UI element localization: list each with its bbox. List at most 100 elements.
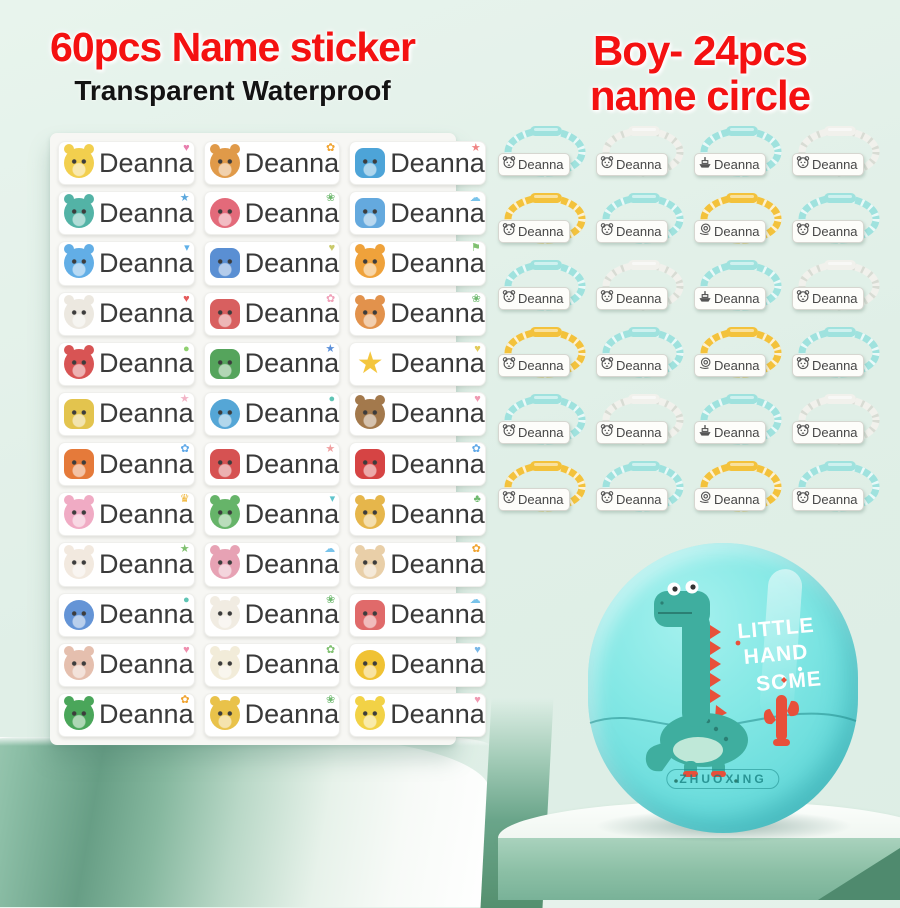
sticker-name: Deanna xyxy=(390,398,485,429)
name-sticker: Deanna ✿ xyxy=(203,291,341,336)
icon-face xyxy=(64,449,94,480)
paw-decor-icon: ✿ xyxy=(325,142,336,154)
case-artwork: LITTLE HAND SOME xyxy=(589,580,857,783)
balloons-icon xyxy=(209,198,240,229)
cloud-decor-icon: ☁ xyxy=(324,543,336,556)
icon-face xyxy=(64,499,94,530)
flag-decor-icon: ⚑ xyxy=(470,242,481,255)
name-tag: Deanna xyxy=(596,323,694,390)
name-sticker: Deanna ★ xyxy=(349,141,486,186)
tiger-icon xyxy=(796,289,810,308)
tag-label: Deanna xyxy=(498,287,570,310)
name-sticker: Deanna ★ xyxy=(203,341,341,386)
bear-icon xyxy=(600,289,614,308)
bear-white-icon xyxy=(209,595,240,630)
sticker-name: Deanna xyxy=(390,348,485,379)
sticker-name: Deanna xyxy=(390,498,485,529)
name-sticker: Deanna ♣ xyxy=(349,492,486,537)
icon-face xyxy=(209,148,240,179)
svg-text:SOME: SOME xyxy=(755,667,823,696)
sticker-name: Deanna xyxy=(244,298,340,329)
tag-label: Deanna xyxy=(792,354,864,377)
tag-name: Deanna xyxy=(518,492,564,507)
star-decor-icon: ★ xyxy=(179,543,190,556)
leaf-decor-icon: ❀ xyxy=(471,292,481,305)
heart-decor-icon: ♥ xyxy=(183,142,190,154)
tag-label: Deanna xyxy=(694,287,766,310)
name-sticker: Deanna ✿ xyxy=(349,442,486,487)
crown-decor-icon: ♛ xyxy=(179,493,190,506)
ship-icon xyxy=(698,155,712,174)
right-heading: Boy- 24pcs name circle xyxy=(510,28,890,118)
dot-decor-icon: ● xyxy=(182,593,190,606)
icon-face xyxy=(64,248,94,279)
name-tag: Deanna xyxy=(792,256,890,323)
tag-name: Deanna xyxy=(714,492,760,507)
tag-label: Deanna xyxy=(694,488,766,511)
panda-icon xyxy=(796,356,810,375)
right-heading-line1: Boy- 24pcs xyxy=(592,27,808,74)
tag-name: Deanna xyxy=(616,492,662,507)
tag-name: Deanna xyxy=(518,291,564,306)
sticker-name: Deanna xyxy=(244,348,340,379)
name-sticker: Deanna ♥ xyxy=(58,291,195,336)
sticker-name: Deanna xyxy=(99,197,194,228)
dino-green2-icon xyxy=(64,695,94,730)
tag-name: Deanna xyxy=(616,358,662,373)
name-sticker: Deanna ☁ xyxy=(349,191,486,236)
whale-icon xyxy=(209,398,240,429)
sticker-name: Deanna xyxy=(99,298,194,329)
case-slogan: LITTLE HAND SOME xyxy=(737,614,823,696)
icon-face xyxy=(209,298,240,329)
name-sticker: Deanna ❀ xyxy=(349,291,486,336)
right-platform-front xyxy=(498,838,900,900)
tag-label: Deanna xyxy=(498,421,570,444)
paw-decor-icon: ✿ xyxy=(471,443,481,455)
sticker-name: Deanna xyxy=(99,599,194,630)
leaf-decor-icon: ❀ xyxy=(325,593,336,606)
icon-face xyxy=(209,398,240,429)
icon-face xyxy=(355,198,386,229)
name-tag: Deanna xyxy=(792,189,890,256)
panda-icon xyxy=(796,222,810,241)
puppy-icon xyxy=(502,289,516,308)
name-tag: Deanna xyxy=(498,122,596,189)
name-tag: Deanna xyxy=(792,457,890,524)
name-tag: Deanna xyxy=(498,457,596,524)
name-tag: Deanna xyxy=(596,189,694,256)
name-tag: Deanna xyxy=(498,256,596,323)
sticker-name: Deanna xyxy=(244,599,340,630)
name-sticker: Deanna ☁ xyxy=(349,592,486,637)
sticker-name: Deanna xyxy=(99,348,194,379)
rainbow-icon xyxy=(355,599,386,630)
sticker-name: Deanna xyxy=(99,649,194,680)
sticker-name: Deanna xyxy=(390,548,485,579)
name-sticker: Deanna ● xyxy=(203,391,341,436)
tag-label: Deanna xyxy=(792,488,864,511)
tag-label: Deanna xyxy=(596,354,668,377)
tag-name: Deanna xyxy=(616,425,662,440)
name-tag: Deanna xyxy=(694,122,792,189)
name-sticker: Deanna ● xyxy=(58,592,195,637)
icon-face xyxy=(64,198,94,229)
drop-decor-icon: ▾ xyxy=(329,493,336,506)
tag-name: Deanna xyxy=(812,425,858,440)
tag-name: Deanna xyxy=(812,291,858,306)
tag-name: Deanna xyxy=(812,224,858,239)
lion-icon xyxy=(502,490,516,509)
star-decor-icon: ★ xyxy=(325,342,336,355)
name-tag: Deanna xyxy=(792,390,890,457)
name-sticker: Deanna ★ xyxy=(58,542,195,587)
ship-icon xyxy=(698,423,712,442)
name-tag-grid: Deanna Deanna Deanna Deanna Deanna Deanna Dean… xyxy=(498,122,890,524)
duck-icon xyxy=(355,649,386,680)
girl-ball-icon xyxy=(64,344,94,379)
sticker-name: Deanna xyxy=(390,247,485,278)
name-tag: Deanna xyxy=(596,256,694,323)
sticker-name: Deanna xyxy=(390,298,485,329)
icon-face xyxy=(209,248,240,279)
icon-face xyxy=(209,348,240,379)
dinosaur-teal-icon xyxy=(64,194,94,229)
windmill-icon xyxy=(209,298,240,329)
sticker-name: Deanna xyxy=(244,247,340,278)
